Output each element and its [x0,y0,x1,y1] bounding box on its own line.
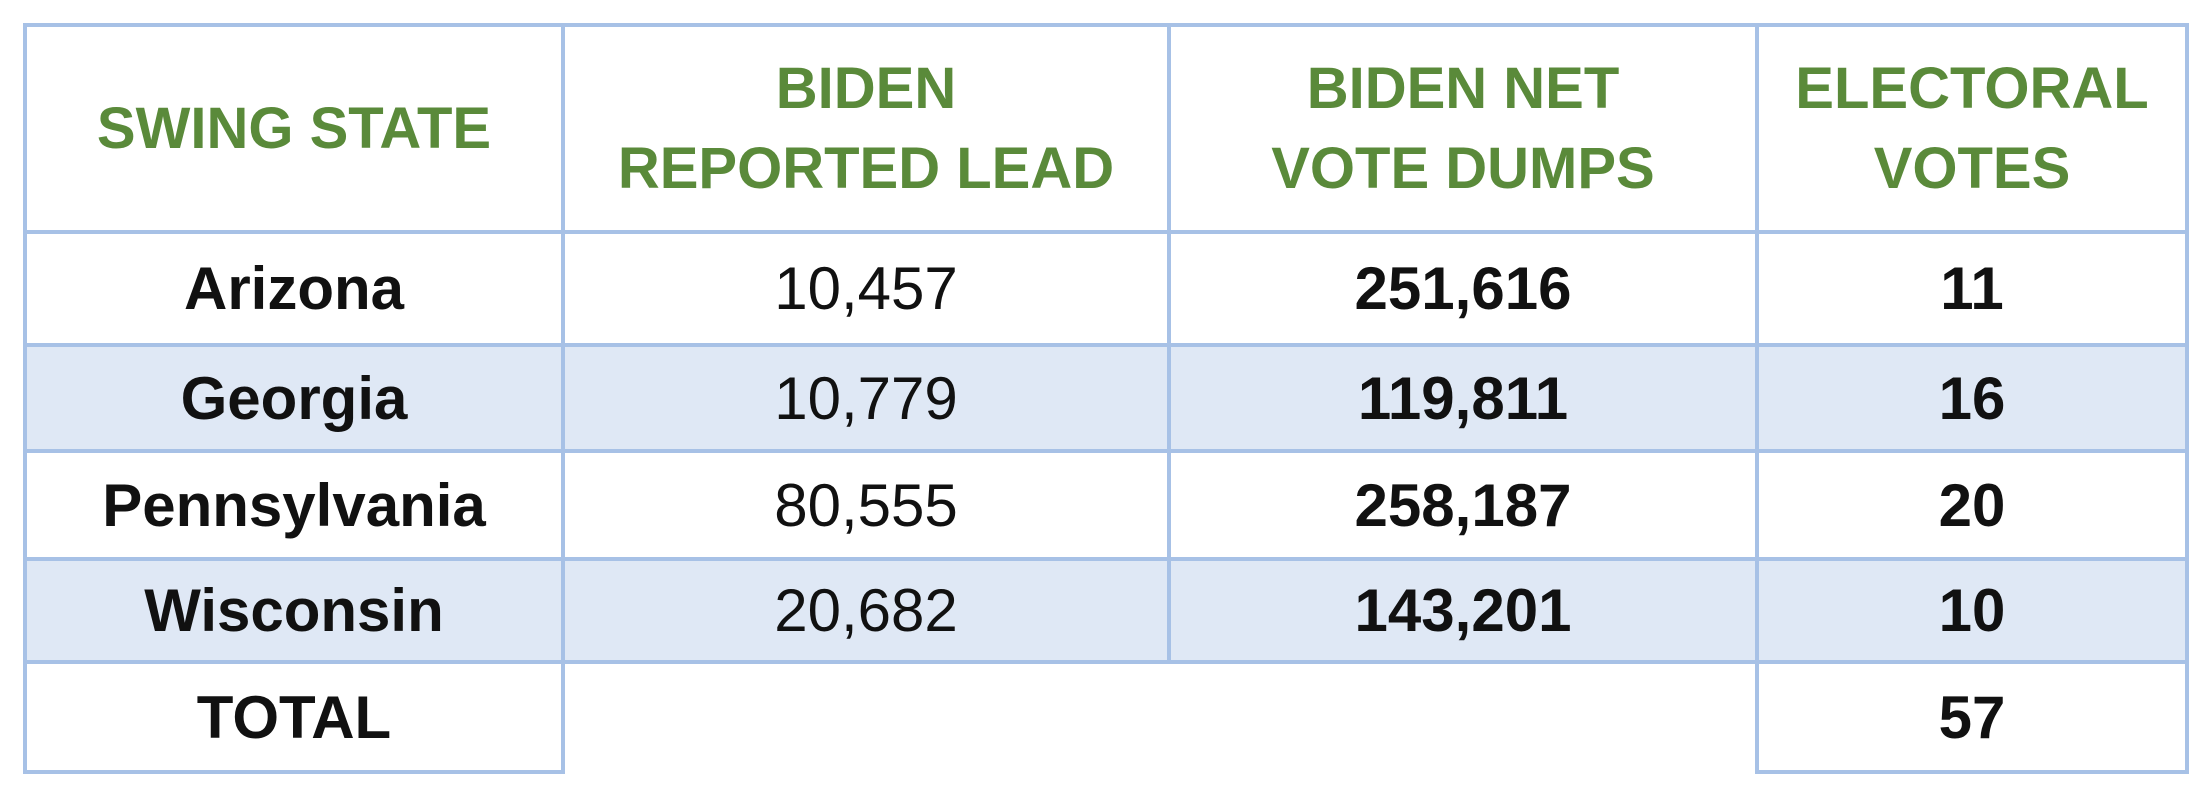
table-cell: 10 [1755,557,2189,664]
table-cell: 251,616 [1167,230,1759,347]
header-cell: ELECTORAL VOTES [1755,23,2189,234]
header-cell: SWING STATE [23,23,565,234]
table-cell: Pennsylvania [23,449,565,561]
table-cell: 143,201 [1167,557,1759,664]
table-cell: 20,682 [561,557,1171,664]
table-cell: Arizona [23,230,565,347]
table-cell: 16 [1755,343,2189,453]
header-cell: BIDEN NET VOTE DUMPS [1167,23,1759,234]
total-value: 57 [1755,660,2189,774]
table-cell: Georgia [23,343,565,453]
table-cell: 80,555 [561,449,1171,561]
total-label: TOTAL [23,660,565,774]
table-cell: 10,779 [561,343,1171,453]
table-cell: 258,187 [1167,449,1759,561]
table-cell: 10,457 [561,230,1171,347]
table-cell: Wisconsin [23,557,565,664]
table-cell: 119,811 [1167,343,1759,453]
header-cell: BIDEN REPORTED LEAD [561,23,1171,234]
total-blank [561,660,1759,774]
table-cell: 20 [1755,449,2189,561]
table-cell: 11 [1755,230,2189,347]
